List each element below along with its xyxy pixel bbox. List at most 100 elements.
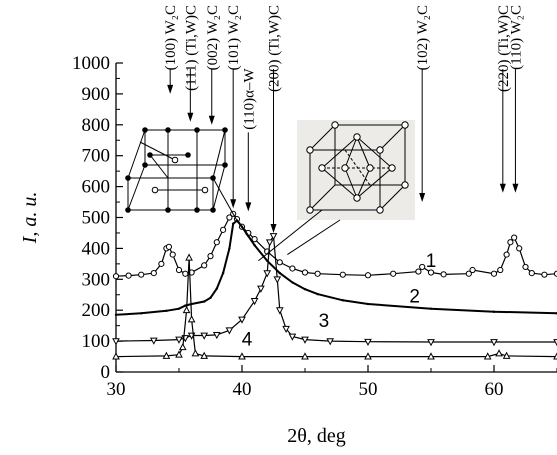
- series-line: [115, 234, 557, 343]
- data-point: [503, 251, 510, 258]
- peak-annotation: (100) W₂C: [163, 5, 179, 94]
- data-point: [326, 338, 335, 346]
- peak-label: (110) W₂C: [508, 5, 524, 70]
- peak-label: (110)α–W: [241, 68, 257, 130]
- data-point: [226, 214, 233, 221]
- data-point: [273, 276, 282, 284]
- peak-label: (111) (Ti,W)C: [183, 5, 199, 91]
- data-point: [364, 272, 372, 279]
- data-point: [112, 338, 120, 346]
- series-3: [112, 233, 557, 347]
- data-point: [247, 234, 250, 238]
- data-point: [175, 266, 183, 274]
- data-point: [528, 270, 535, 277]
- data-point: [177, 307, 181, 310]
- data-point: [427, 269, 435, 276]
- data-point: [390, 270, 397, 277]
- data-point: [415, 268, 422, 275]
- data-point: [288, 333, 297, 341]
- data-point: [492, 310, 496, 313]
- data-point: [251, 236, 258, 243]
- peak-label: (101) W₂C: [226, 5, 242, 70]
- data-point: [187, 315, 196, 323]
- tiwc-lattice-inset: [297, 120, 415, 220]
- data-point: [162, 351, 171, 359]
- peak-label: (200) (Ti,W)C: [267, 5, 283, 92]
- peak-arrow-head: [512, 183, 519, 193]
- data-point: [301, 336, 309, 344]
- peak-arrow-head: [419, 193, 426, 203]
- peak-annotation: (110)α–W: [241, 68, 257, 212]
- data-point: [138, 271, 145, 278]
- data-point: [301, 269, 309, 276]
- data-point: [191, 349, 200, 357]
- data-point: [440, 271, 447, 278]
- data-point: [553, 352, 557, 360]
- data-point: [316, 292, 319, 296]
- y-tick-label: 300: [82, 269, 111, 290]
- data-point: [502, 351, 511, 359]
- data-point: [522, 263, 529, 271]
- peak-annotation: (110) W₂C: [508, 5, 524, 193]
- data-point: [469, 266, 476, 274]
- data-point: [215, 287, 218, 290]
- peak-arrow-head: [499, 183, 506, 193]
- peak-arrow-head: [187, 112, 194, 122]
- data-point: [220, 226, 227, 233]
- data-point: [364, 338, 372, 346]
- data-point: [553, 270, 557, 277]
- series-number-label: 4: [242, 330, 253, 351]
- crystal-structure-insets: [125, 120, 415, 220]
- x-tick-label: 60: [485, 379, 504, 400]
- data-point: [200, 332, 209, 340]
- tiwc-leader-line-2: [287, 219, 341, 255]
- data-point: [490, 270, 498, 277]
- data-point: [238, 352, 246, 360]
- data-point: [257, 285, 265, 293]
- data-point: [275, 307, 284, 315]
- data-point: [253, 244, 256, 247]
- data-point: [175, 336, 183, 344]
- data-point: [541, 271, 548, 278]
- data-point: [125, 272, 132, 279]
- peak-annotation: (102) W₂C: [415, 5, 431, 203]
- data-point: [140, 312, 143, 315]
- w2c-leader-line: [212, 177, 238, 221]
- data-point: [169, 251, 176, 258]
- data-point: [112, 273, 120, 280]
- series-number-label: 2: [409, 286, 420, 307]
- x-axis-title: 2θ, deg: [287, 425, 345, 447]
- data-point: [150, 270, 157, 277]
- series-number-label: 1: [426, 251, 437, 272]
- data-point: [221, 271, 225, 275]
- peak-annotation: (200) (Ti,W)C: [267, 5, 283, 233]
- data-point: [483, 352, 492, 360]
- data-point: [516, 245, 523, 252]
- y-tick-label: 1000: [72, 53, 110, 74]
- tiwc-leader-line-1: [258, 209, 323, 262]
- data-point: [213, 239, 220, 246]
- data-point: [507, 239, 514, 246]
- series-2: [114, 219, 557, 317]
- peak-label: (100) W₂C: [163, 5, 179, 70]
- data-point: [490, 339, 498, 347]
- data-point: [250, 298, 259, 306]
- data-point: [114, 313, 118, 317]
- x-tick-label: 30: [107, 379, 126, 400]
- y-tick-label: 200: [82, 300, 111, 321]
- y-tick-label: 900: [82, 84, 111, 105]
- data-point: [276, 259, 283, 266]
- data-point: [495, 349, 503, 357]
- y-tick-label: 800: [82, 115, 111, 136]
- peak-arrow-head: [230, 199, 237, 209]
- data-point: [240, 225, 244, 228]
- data-point: [269, 233, 278, 241]
- peak-label: (002) W₂C: [205, 5, 221, 70]
- data-point: [185, 253, 193, 261]
- data-point: [419, 263, 426, 271]
- data-point: [228, 247, 231, 250]
- data-point: [553, 339, 557, 347]
- data-point: [314, 270, 321, 277]
- peak-annotation: (101) W₂C: [226, 5, 242, 209]
- data-point: [184, 304, 187, 307]
